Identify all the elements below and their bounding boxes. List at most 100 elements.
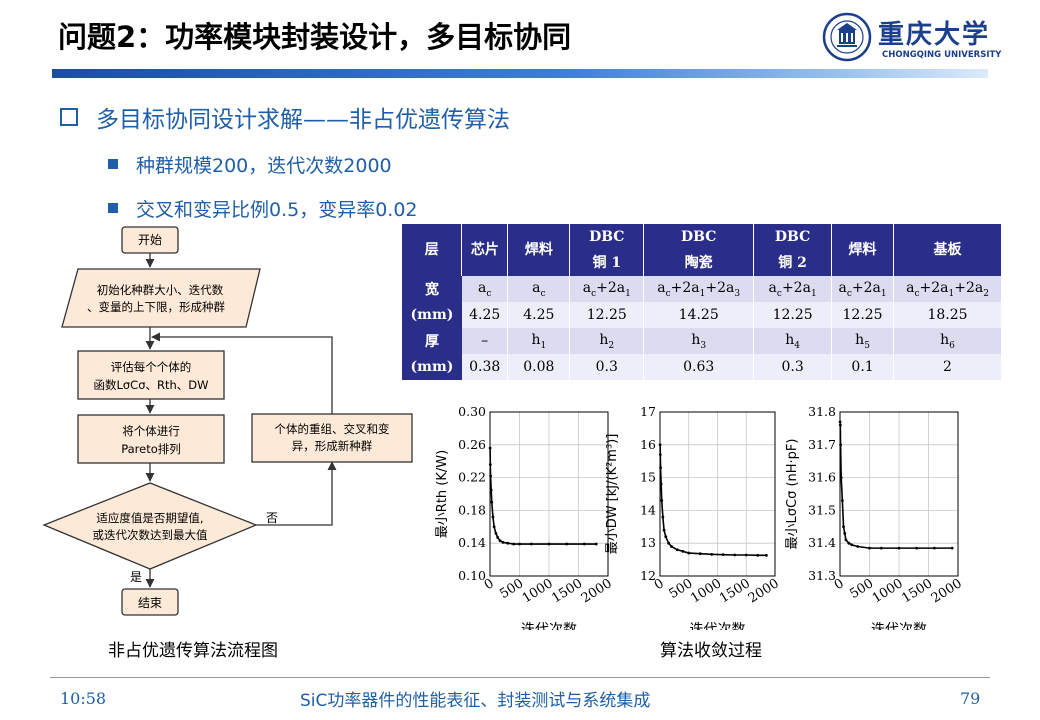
y-tick-label: 0.18	[458, 502, 486, 517]
table-cell: 2	[893, 354, 1002, 380]
y-tick-label: 0.22	[458, 470, 486, 485]
y-axis-label: 最小LσCσ (nH·pF)	[785, 439, 800, 550]
table-cell: 18.25	[893, 302, 1002, 328]
y-tick-label: 31.4	[808, 535, 836, 550]
table-cell: 4.25	[461, 302, 509, 328]
x-tick-label: 2000	[929, 576, 965, 606]
table-header-cell: 芯片	[461, 224, 509, 276]
y-tick-label: 15	[640, 470, 656, 485]
x-axis-label: 迭代次数	[521, 622, 577, 630]
footer-time: 10:58	[60, 689, 107, 708]
layer-dimension-table: 层芯片 焊料 DBC 铜 1 DBC 陶瓷 DBC 铜 2 焊料 基板 宽 ac ac ac+2a1 ac…	[402, 224, 1002, 380]
flowchart-caption: 非占优遗传算法流程图	[108, 641, 278, 661]
flow-eval-text: 函数LσCσ、Rth、DW	[93, 378, 208, 392]
table-cell: h5	[831, 328, 895, 354]
table-cell: h3	[643, 328, 755, 354]
university-emblem-icon	[822, 12, 872, 62]
y-tick-label: 31.8	[808, 404, 836, 419]
table-cell: –	[461, 328, 509, 354]
table-cell: 0.38	[461, 354, 509, 380]
flow-sort-box	[77, 414, 225, 464]
flow-decision-text: 适应度值是否期望值,	[96, 511, 203, 525]
flow-sort-text: Pareto排列	[121, 442, 181, 456]
table-row: 厚 – h1 h2 h3 h4 h5 h6	[402, 328, 1002, 354]
flow-regen-text: 异，形成新种群	[292, 439, 373, 453]
flow-regen-box	[251, 413, 413, 463]
flow-eval-box	[77, 350, 225, 400]
nsga-flowchart: 开始 初始化种群大小、迭代数 、变量的上下限，形成种群 评估每个个体的 函数Lσ…	[42, 226, 413, 616]
table-body: 宽 ac ac ac+2a1 ac+2a1+2a3 ac+2a1 ac+2a1 ac+2a1+…	[402, 276, 1002, 380]
y-axis-label: 最小DW [kJ/(K²m³)]	[605, 434, 620, 555]
y-tick-label: 16	[640, 437, 656, 452]
y-tick-label: 0.10	[458, 568, 486, 583]
table-cell: h6	[893, 328, 1002, 354]
flow-sort-text: 将个体进行	[122, 424, 180, 438]
table-row: 宽 ac ac ac+2a1 ac+2a1+2a3 ac+2a1 ac+2a1 ac+2a1+…	[402, 276, 1002, 302]
chart-rth-convergence: 0 5001000150020000.100.140.180.220.260.30…	[435, 404, 615, 630]
table-header-cell: 层	[402, 224, 463, 276]
table-row-label: 厚	[402, 328, 462, 354]
plot-border	[839, 411, 959, 577]
y-tick-label: 12	[640, 568, 656, 583]
convergence-curve	[659, 444, 767, 557]
flow-start-text: 开始	[138, 233, 162, 247]
x-tick-label: 1000	[870, 576, 906, 606]
table-cell: 14.25	[643, 302, 755, 328]
title-underline-bar	[52, 69, 988, 78]
y-tick-label: 13	[640, 535, 656, 550]
y-tick-label: 17	[640, 404, 656, 419]
page-number: 79	[960, 689, 981, 708]
table-cell: 4.25	[507, 302, 571, 328]
table-cell: 0.08	[507, 354, 571, 380]
bullet-text: 交叉和变异比例0.5，变异率0.02	[136, 199, 418, 221]
table-cell: 0.3	[569, 354, 645, 380]
table-row-label: 宽	[402, 276, 462, 302]
footer-title: SiC功率器件的性能表征、封装测试与系统集成	[300, 691, 651, 711]
table-cell: ac	[461, 276, 509, 302]
bullet-text: 种群规模200，迭代次数2000	[136, 155, 392, 177]
square-bullet-icon	[108, 159, 118, 169]
flow-end-text: 结束	[138, 596, 162, 610]
plot-border	[489, 411, 609, 577]
table-cell: ac+2a1	[569, 276, 645, 302]
plot-border	[659, 411, 776, 577]
table-header-row: 层芯片 焊料 DBC 铜 1 DBC 陶瓷 DBC 铜 2 焊料 基板	[402, 224, 1002, 276]
bullet-item: 种群规模200，迭代次数2000	[108, 151, 392, 178]
x-axis-label: 迭代次数	[871, 622, 927, 630]
university-name-en: CHONGQING UNIVERSITY	[882, 50, 1002, 60]
table-header-cell: DBC 陶瓷	[643, 224, 755, 276]
flow-eval-text: 评估每个个体的	[111, 360, 192, 374]
y-tick-label: 31.3	[808, 568, 836, 583]
table-row-label: (mm)	[402, 302, 462, 328]
x-tick-label: 1500	[717, 576, 753, 606]
table-row: (mm) 0.38 0.08 0.3 0.63 0.3 0.1 2	[402, 354, 1002, 380]
flow-yes-label: 是	[130, 570, 142, 584]
table-row-label: (mm)	[402, 354, 462, 380]
y-axis-label: 最小Rth (K/W)	[435, 450, 450, 538]
table-cell: ac+2a1	[831, 276, 895, 302]
table-header-cell: 焊料	[831, 224, 895, 276]
university-name-cn: 重庆大学	[878, 20, 991, 50]
flow-arrow-no	[256, 461, 337, 526]
x-tick-label: 1500	[549, 576, 585, 606]
x-tick-label: 1000	[520, 576, 556, 606]
table-cell: 12.25	[569, 302, 645, 328]
table-cell: 0.3	[753, 354, 833, 380]
flow-no-label: 否	[266, 511, 278, 525]
university-logo: 重庆大学 CHONGQING UNIVERSITY	[822, 12, 1001, 64]
flow-init-text: 初始化种群大小、迭代数	[97, 283, 224, 297]
y-tick-label: 31.7	[808, 437, 836, 452]
bullet-item: 交叉和变异比例0.5，变异率0.02	[108, 195, 418, 222]
flow-start-box	[121, 226, 179, 254]
table-cell: 0.1	[831, 354, 895, 380]
flow-init-parallelogram	[61, 268, 261, 328]
y-tick-label: 31.6	[808, 470, 836, 485]
x-tick-label: 1500	[899, 576, 935, 606]
y-tick-label: 0.26	[458, 437, 486, 452]
table-row: (mm) 4.25 4.25 12.25 14.25 12.25 12.25 18.25	[402, 302, 1002, 328]
y-tick-label: 0.14	[458, 535, 486, 550]
flow-decision-diamond	[42, 482, 258, 570]
y-tick-label: 31.5	[808, 502, 836, 517]
table-cell: ac+2a1+2a2	[893, 276, 1002, 302]
